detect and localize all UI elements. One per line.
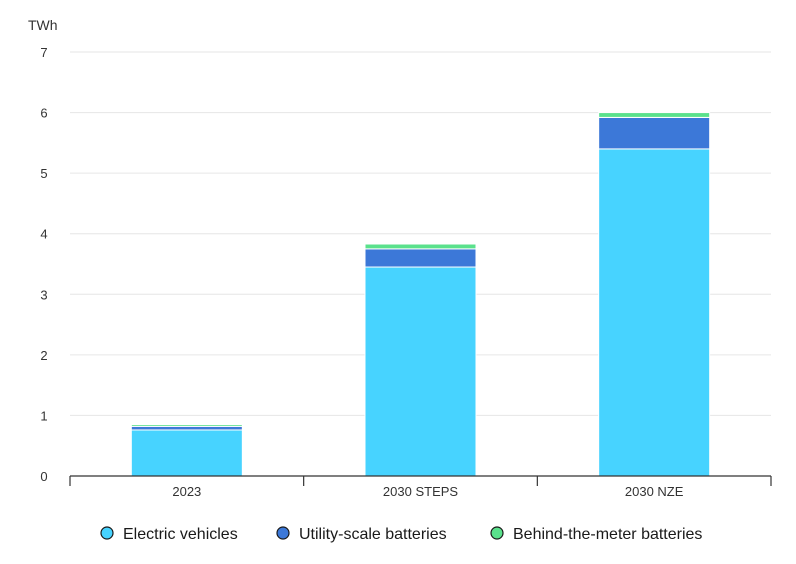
legend-item: Utility-scale batteries (276, 526, 447, 543)
bar-segment (598, 112, 711, 118)
bar-segment (130, 429, 243, 477)
bar-segment (130, 425, 243, 431)
bar-segment (598, 116, 711, 150)
bars (130, 112, 711, 477)
legend-marker (276, 526, 290, 540)
y-axis-unit-label: TWh (28, 17, 58, 33)
x-tick-label: 2030 STEPS (383, 484, 458, 499)
legend-label: Behind-the-meter batteries (513, 526, 702, 543)
y-tick-label: 6 (40, 106, 47, 121)
x-axis: 2023 2030 STEPS 2030 NZE (69, 475, 772, 499)
bar-segment (364, 266, 477, 477)
legend: Electric vehicles Utility-scale batteries… (100, 526, 702, 543)
legend-item: Behind-the-meter batteries (490, 526, 702, 543)
legend-marker (100, 526, 114, 540)
bar-segment (598, 148, 711, 477)
legend-label: Utility-scale batteries (299, 526, 447, 543)
legend-marker (490, 526, 504, 540)
y-tick-label: 1 (40, 408, 47, 423)
bar-segment (364, 248, 477, 268)
y-tick-label: 7 (40, 45, 47, 60)
y-tick-label: 4 (40, 227, 47, 242)
y-tick-label: 5 (40, 166, 47, 181)
y-axis-ticks: 0 1 2 3 4 5 6 7 (40, 45, 47, 484)
legend-label: Electric vehicles (123, 526, 238, 543)
y-tick-label: 3 (40, 287, 47, 302)
bar-segment (130, 424, 243, 427)
y-tick-label: 2 (40, 348, 47, 363)
x-tick-label: 2023 (172, 484, 201, 499)
y-tick-label: 0 (40, 469, 47, 484)
legend-item: Electric vehicles (100, 526, 238, 543)
bar-segment (364, 243, 477, 250)
x-tick-label: 2030 NZE (625, 484, 684, 499)
